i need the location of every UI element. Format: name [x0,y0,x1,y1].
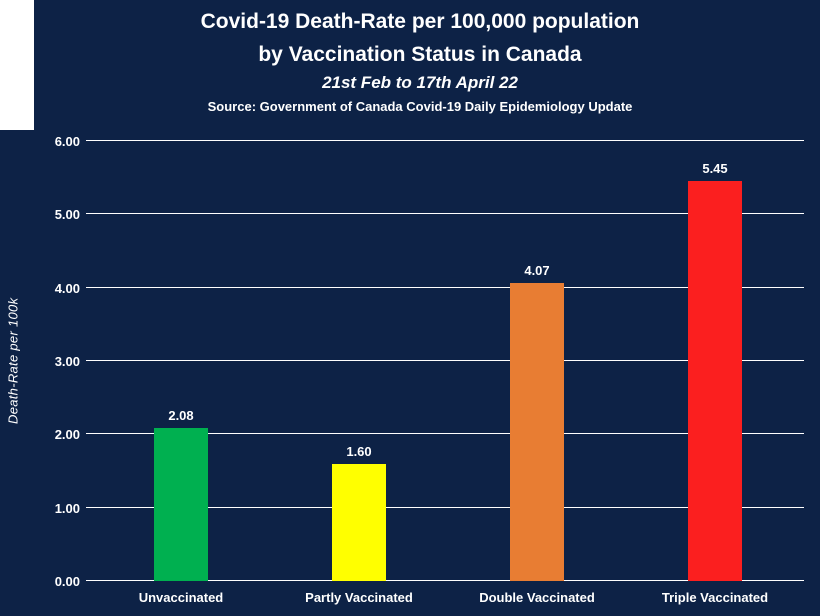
chart-title-line2: by Vaccination Status in Canada [258,42,582,66]
bar-value-label: 4.07 [524,262,550,278]
gridline-5.00 [86,213,804,215]
x-category-label: Partly Vaccinated [305,590,413,605]
x-category-label: Double Vaccinated [479,590,595,605]
x-axis-category-labels: Unvaccinated Partly Vaccinated Double Vacc… [92,590,804,605]
bars-container: 2.08 1.60 4.07 5.45 [92,141,804,581]
bar-group-unvaccinated: 2.08 [92,141,270,581]
gridline-3.00 [86,360,804,361]
x-category-label: Unvaccinated [138,590,224,605]
chart-title-line1: Covid-19 Death-Rate per 100,000 populati… [200,10,640,33]
gridline-2.00 [86,433,804,435]
y-axis-tick-labels: 0.00 1.00 2.00 3.00 4.00 5.00 6.00 [36,134,86,589]
gridline-1.00 [86,506,804,508]
slide-corner-strip [0,0,34,130]
gridline-6.00 [86,140,804,141]
y-tick-6.00: 6.00 [54,134,80,149]
y-axis-label: Death-Rate per 100k [5,297,21,425]
bar [688,181,742,581]
y-tick-3.00: 3.00 [54,354,80,369]
bar-value-label: 5.45 [702,161,728,177]
y-tick-4.00: 4.00 [54,280,80,296]
bar-group-double-vaccinated: 4.07 [448,141,626,581]
y-tick-1.00: 1.00 [54,500,80,516]
bar-group-triple-vaccinated: 5.45 [626,141,804,581]
gridline-0.00 [86,580,804,581]
plot-area: 2.08 1.60 4.07 5.45 [86,140,804,581]
bar [154,428,208,581]
y-tick-2.00: 2.00 [54,427,80,443]
chart-source-note: Source: Government of Canada Covid-19 Da… [207,99,633,115]
chart-subtitle-daterange: 21st Feb to 17th April 22 [322,73,518,93]
bar-value-label: 2.08 [168,408,194,424]
bar [332,463,386,581]
bar [510,282,564,581]
gridline-4.00 [86,286,804,288]
x-category-label: Triple Vaccinated [661,590,769,605]
chart-header: Covid-19 Death-Rate per 100,000 populati… [40,6,800,114]
bar-group-partly-vaccinated: 1.60 [270,141,448,581]
y-tick-0.00: 0.00 [54,574,80,589]
bar-value-label: 1.60 [346,443,372,459]
y-tick-5.00: 5.00 [54,207,80,223]
